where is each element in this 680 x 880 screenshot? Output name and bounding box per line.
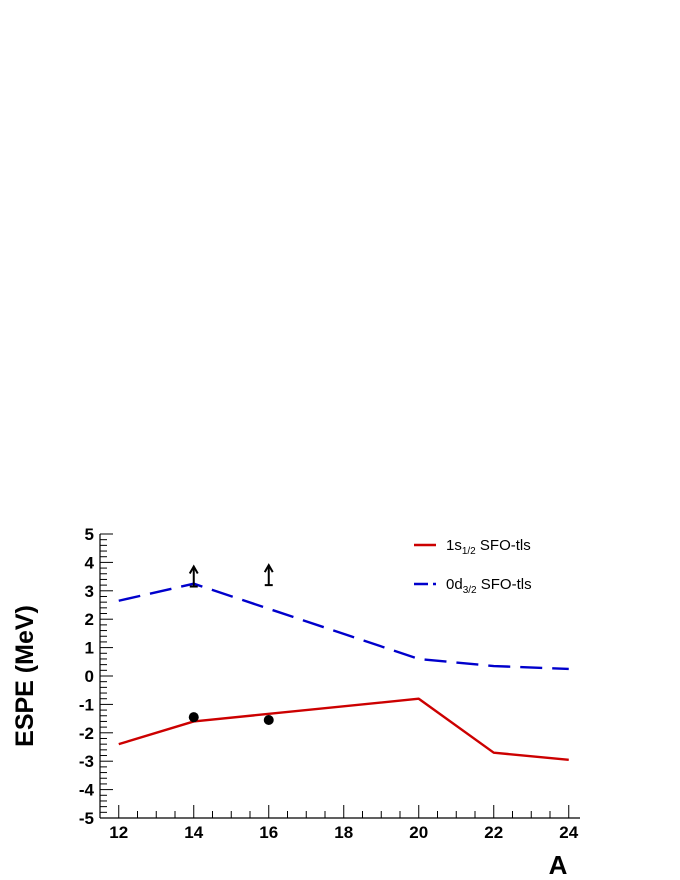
lower-limit-arrow: [188, 564, 199, 588]
legend-label: 1s1/2 SFO-tls: [446, 537, 531, 557]
x-tick-label: 18: [334, 823, 353, 842]
series-layer: [118, 582, 569, 761]
data-point: [263, 715, 274, 726]
y-tick-label: 1: [85, 639, 94, 658]
y-tick-label: -2: [79, 724, 94, 743]
y-axis-title: ESPE (MeV): [11, 605, 39, 747]
x-tick-label: 16: [259, 823, 278, 842]
y-tick-label: 0: [85, 667, 94, 686]
series-line-s12: [118, 697, 569, 761]
y-tick-label: 4: [85, 553, 95, 572]
x-axis-title: A: [549, 850, 568, 880]
x-tick-label: 14: [184, 823, 203, 842]
x-tick-label: 24: [559, 823, 578, 842]
x-tick-label: 12: [109, 823, 128, 842]
lower-limit-arrow: [263, 563, 274, 587]
arrow-head: [188, 564, 199, 575]
y-tick-label: 3: [85, 582, 94, 601]
data-points-layer: [188, 563, 274, 726]
series-line-d32: [118, 582, 569, 671]
arrow-head: [263, 563, 274, 573]
y-tick-label: 2: [85, 610, 94, 629]
x-tick-label: 22: [484, 823, 503, 842]
y-tick-label: -1: [79, 695, 94, 714]
legend-label: 0d3/2 SFO-tls: [446, 576, 532, 596]
data-point: [188, 712, 199, 723]
y-tick-label: -5: [79, 809, 94, 828]
x-tick-label: 20: [409, 823, 428, 842]
y-tick-label: 5: [85, 525, 94, 544]
legend: 1s1/2 SFO-tls 0d3/2 SFO-tls: [414, 537, 532, 596]
y-tick-label: -4: [79, 781, 95, 800]
y-tick-label: -3: [79, 752, 94, 771]
